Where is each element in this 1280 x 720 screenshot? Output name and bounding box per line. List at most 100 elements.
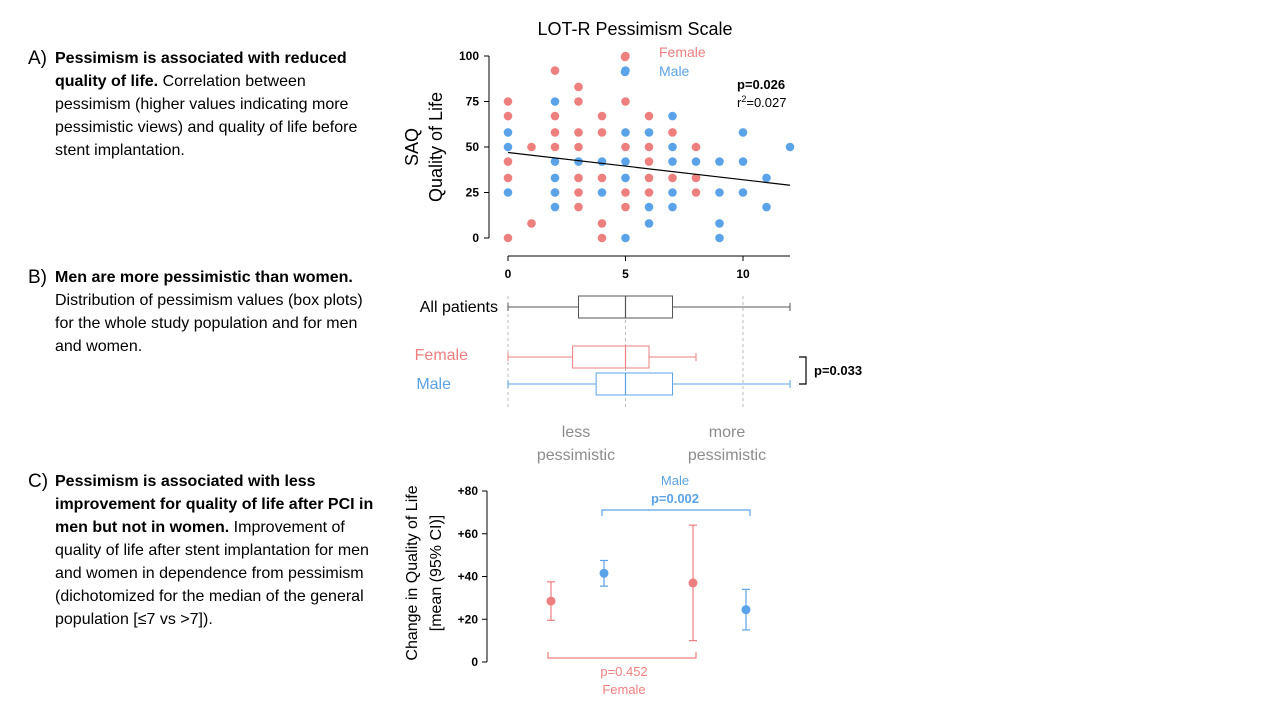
scatter-point-female	[503, 97, 513, 106]
scatter-point-male	[550, 188, 560, 197]
scatter-point-female	[550, 142, 560, 152]
panel-c-heading: Pessimism is associated with less improv…	[55, 473, 374, 536]
scatter-point-female	[691, 173, 701, 183]
legend-female: Female	[659, 44, 706, 60]
scatter-point-male	[691, 157, 701, 166]
panel-c-letter: C)	[28, 471, 49, 492]
scatter-ylabel-line1: SAQ	[402, 128, 422, 166]
panel-a-letter: A)	[28, 48, 47, 69]
scatter-point-female	[644, 188, 654, 197]
panel-b-text: Distribution of pessimism values (box pl…	[55, 292, 363, 355]
scatter-point-female	[550, 111, 560, 121]
box-label-female: Female	[415, 347, 468, 364]
scatter-point-male	[738, 157, 748, 166]
female-comparison-p: p=0.452	[600, 664, 647, 679]
scatter-point-male	[668, 111, 677, 121]
scatter-point-male	[621, 233, 630, 243]
panel-b-heading: Men are more pessimistic than women.	[55, 269, 353, 286]
female-comparison-label: Female	[602, 682, 645, 697]
scatter-point-male	[644, 128, 654, 137]
female-comparison-bracket	[547, 652, 697, 659]
scatter-point-male	[715, 233, 724, 243]
scatter-point-female	[621, 188, 630, 197]
scatter-y-tick-label: 0	[472, 231, 479, 245]
scatter-point-male	[738, 128, 748, 137]
scatter-x-tick-label: 0	[505, 267, 512, 281]
scatter-point-male	[597, 157, 607, 166]
scatter-point-male	[668, 188, 677, 197]
scatter-point-female	[597, 173, 607, 183]
box-plot-chart: All patients Female Male p=0.033 less pe…	[415, 295, 862, 464]
scatter-point-male	[574, 157, 583, 166]
scatter-point-female	[574, 97, 583, 106]
errorbar-y-tick-label: +40	[458, 570, 479, 584]
figure-title: LOT-R Pessimism Scale	[537, 19, 732, 39]
r2-prefix: r	[737, 95, 742, 110]
scatter-point-female	[668, 128, 677, 137]
scatter-point-male	[597, 188, 607, 197]
legend-male-marker	[620, 67, 630, 77]
annotation-less: less	[562, 424, 590, 441]
errorbar-y-tick-label: 0	[471, 655, 478, 669]
scatter-point-male	[644, 219, 654, 228]
errorbar-y-tick-label: +60	[458, 527, 479, 541]
errorbar-male-mean	[599, 568, 609, 578]
scatter-point-male	[715, 157, 724, 166]
annotation-less-pessimistic: pessimistic	[537, 447, 615, 464]
box-p-value: p=0.033	[814, 363, 862, 378]
scatter-point-female	[550, 128, 560, 137]
scatter-point-male	[550, 97, 560, 106]
male-comparison-bracket	[601, 509, 751, 516]
panel-b-letter: B)	[28, 267, 47, 288]
scatter-point-female	[597, 219, 607, 228]
scatter-chart: SAQ Quality of Life Female Male p=0.026 …	[402, 44, 795, 281]
scatter-y-tick-label: 50	[466, 140, 480, 154]
errorbar-female-mean	[546, 596, 556, 606]
scatter-point-male	[644, 202, 654, 212]
scatter-point-male	[738, 188, 748, 197]
scatter-point-female	[503, 173, 513, 183]
errorbar-y-tick-label: +80	[458, 484, 479, 498]
scatter-point-male	[715, 219, 724, 228]
scatter-y-tick-label: 100	[459, 49, 479, 63]
scatter-point-female	[574, 202, 583, 212]
scatter-point-male	[668, 202, 677, 212]
scatter-point-female	[503, 157, 513, 166]
scatter-y-tick-label: 25	[466, 186, 480, 200]
scatter-point-female	[644, 142, 654, 152]
scatter-point-female	[668, 173, 677, 183]
scatter-point-female	[621, 97, 630, 106]
scatter-point-female	[527, 142, 536, 152]
scatter-point-male	[715, 188, 724, 197]
male-comparison-p: p=0.002	[651, 491, 699, 506]
regression-line	[507, 151, 791, 186]
scatter-y-tick-label: 75	[466, 95, 480, 109]
legend-female-marker	[620, 52, 630, 62]
scatter-x-tick-label: 10	[736, 267, 750, 281]
scatter-r-squared: r2=0.027	[737, 94, 786, 110]
scatter-x-tick-label: 5	[622, 267, 629, 281]
box-iqr-female	[572, 345, 650, 369]
scatter-point-male	[503, 188, 513, 197]
scatter-point-female	[574, 128, 583, 137]
box-label-male: Male	[416, 376, 451, 393]
scatter-point-male	[762, 173, 771, 183]
scatter-point-female	[691, 142, 701, 152]
errorbar-female-mean	[688, 578, 698, 588]
errorbar-male-mean	[741, 605, 751, 615]
scatter-point-male	[503, 128, 513, 137]
box-p-bracket	[799, 356, 807, 385]
scatter-point-female	[597, 111, 607, 121]
scatter-point-female	[550, 66, 560, 75]
scatter-point-female	[574, 188, 583, 197]
male-comparison-label: Male	[661, 473, 689, 488]
scatter-point-female	[574, 142, 583, 152]
scatter-point-male	[621, 157, 630, 166]
scatter-point-female	[644, 157, 654, 166]
panel-c-text: Improvement of quality of life after ste…	[55, 519, 369, 628]
scatter-ylabel-line2: Quality of Life	[426, 92, 446, 202]
scatter-point-female	[621, 142, 630, 152]
scatter-point-female	[503, 233, 513, 243]
panel-a-heading: Pessimism is associated with reduced qua…	[55, 50, 347, 90]
scatter-point-male	[503, 142, 513, 152]
